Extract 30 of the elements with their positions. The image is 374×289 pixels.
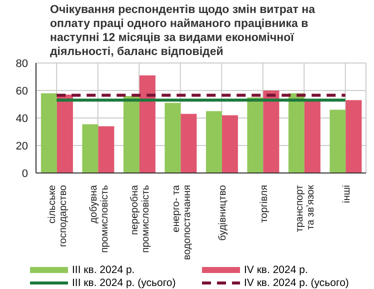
y-tick-label: 60 xyxy=(16,85,28,98)
legend-label: III кв. 2024 р. xyxy=(72,264,135,276)
x-tick-label: сільське господарство xyxy=(47,184,70,248)
bar xyxy=(164,102,181,173)
bar xyxy=(288,93,304,173)
x-tick-label: будівництво xyxy=(218,184,229,241)
bar xyxy=(139,75,156,173)
bar xyxy=(40,93,57,173)
bar xyxy=(206,111,222,173)
y-tick-label: 80 xyxy=(16,58,28,70)
legend-label: III кв. 2024 р. (усього) xyxy=(72,276,176,288)
bar xyxy=(263,90,280,173)
bar xyxy=(304,100,320,173)
x-tick-label: торгівля xyxy=(258,185,270,223)
y-tick-label: 0 xyxy=(22,168,28,180)
bar xyxy=(56,94,73,173)
bar xyxy=(330,110,346,173)
legend-label: IV кв. 2024 р. xyxy=(244,264,308,276)
bar xyxy=(247,97,264,173)
x-tick-label: інші xyxy=(341,185,352,203)
bar xyxy=(180,114,197,173)
legend-label: IV кв. 2024 р. (усього) xyxy=(244,276,349,288)
y-tick-label: 20 xyxy=(16,140,28,152)
bar xyxy=(82,124,98,173)
bar xyxy=(346,100,362,173)
chart-title: Очікування респондентів щодо змін витрат на оплату праці одного найманого працівника в наступні 12 місяців за видами економічної діяльності, баланс відповідей xyxy=(49,3,316,58)
bar xyxy=(123,96,140,173)
bar xyxy=(222,115,238,173)
y-tick-label: 40 xyxy=(16,112,28,125)
bar xyxy=(98,126,114,173)
